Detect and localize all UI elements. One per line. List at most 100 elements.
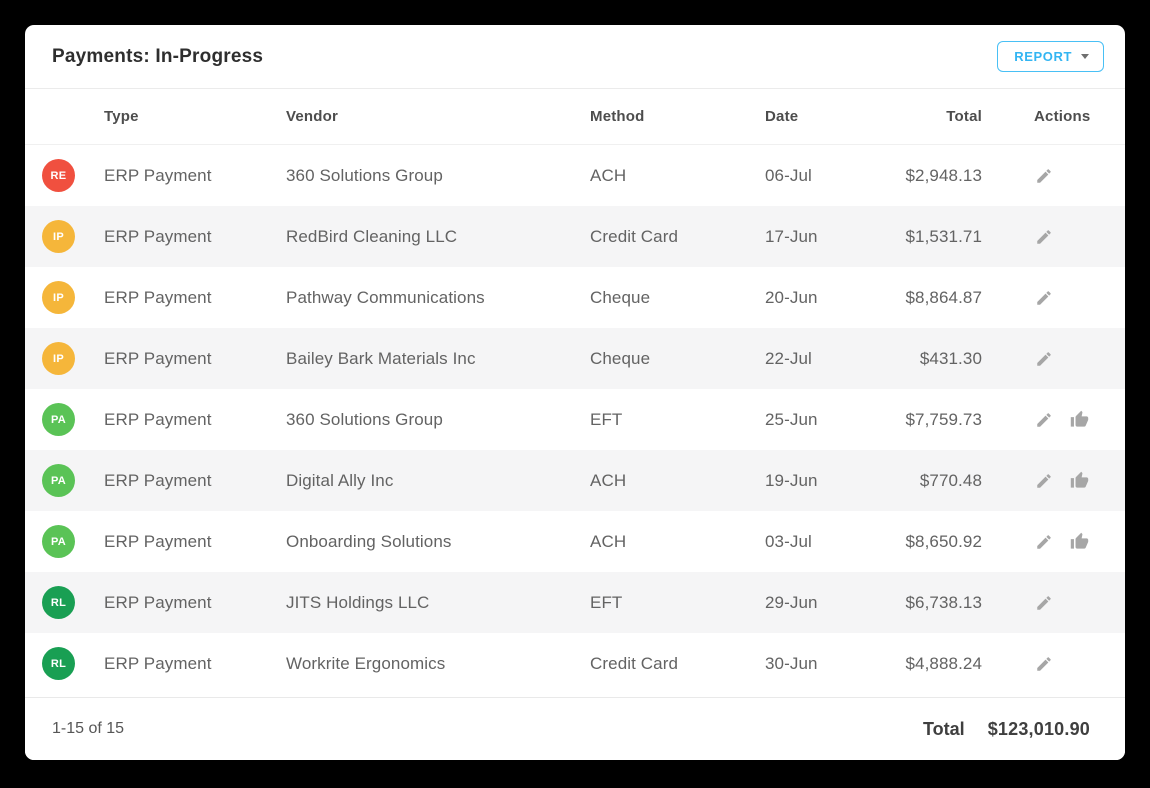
footer-total-value: $123,010.90 <box>987 718 1090 739</box>
total-cell: $8,864.87 <box>905 287 982 307</box>
method-cell: ACH <box>590 470 627 490</box>
table-row[interactable]: IP ERP Payment Pathway Communications Ch… <box>25 267 1125 328</box>
actions-cell <box>982 410 1125 430</box>
table-row[interactable]: IP ERP Payment Bailey Bark Materials Inc… <box>25 328 1125 389</box>
approve-button[interactable] <box>1069 471 1089 491</box>
date-cell: 19-Jun <box>765 470 818 490</box>
table-body: RE ERP Payment 360 Solutions Group ACH 0… <box>25 145 1125 697</box>
date-cell: 25-Jun <box>765 409 818 429</box>
edit-button[interactable] <box>1034 410 1054 430</box>
column-header-type: Type <box>104 108 139 125</box>
date-cell: 03-Jul <box>765 531 812 551</box>
vendor-cell: Digital Ally Inc <box>286 470 394 490</box>
date-cell: 29-Jun <box>765 592 818 612</box>
vendor-cell: 360 Solutions Group <box>286 165 443 185</box>
status-badge: IP <box>42 342 75 375</box>
type-cell: ERP Payment <box>104 592 212 612</box>
method-cell: EFT <box>590 592 623 612</box>
type-cell: ERP Payment <box>104 226 212 246</box>
payments-card: Payments: In-Progress REPORT Type Vendor… <box>25 25 1125 760</box>
report-button-label: REPORT <box>1014 49 1072 64</box>
title-bar: Payments: In-Progress REPORT <box>25 25 1125 89</box>
table-row[interactable]: PA ERP Payment Digital Ally Inc ACH 19-J… <box>25 450 1125 511</box>
thumbs-up-icon <box>1070 471 1088 488</box>
column-header-actions: Actions <box>1034 108 1091 125</box>
type-cell: ERP Payment <box>104 470 212 490</box>
edit-button[interactable] <box>1034 166 1054 186</box>
method-cell: Cheque <box>590 287 651 307</box>
vendor-cell: RedBird Cleaning LLC <box>286 226 458 246</box>
edit-button[interactable] <box>1034 532 1054 552</box>
type-cell: ERP Payment <box>104 409 212 429</box>
footer-total: Total $123,010.90 <box>923 719 1090 740</box>
edit-button[interactable] <box>1034 349 1054 369</box>
pencil-icon <box>1037 656 1051 671</box>
approve-button[interactable] <box>1069 410 1089 430</box>
total-cell: $770.48 <box>919 470 982 490</box>
total-cell: $2,948.13 <box>905 165 982 185</box>
pencil-icon <box>1037 290 1051 305</box>
status-badge: IP <box>42 220 75 253</box>
actions-cell <box>982 288 1125 308</box>
column-header-total: Total <box>946 108 982 125</box>
column-header-vendor: Vendor <box>286 108 339 125</box>
thumbs-up-icon <box>1070 532 1088 549</box>
date-cell: 20-Jun <box>765 287 818 307</box>
status-badge: PA <box>42 525 75 558</box>
method-cell: EFT <box>590 409 623 429</box>
total-cell: $7,759.73 <box>905 409 982 429</box>
pencil-icon <box>1037 229 1051 244</box>
table-header-row: Type Vendor Method Date Total Actions <box>25 89 1125 145</box>
edit-button[interactable] <box>1034 654 1054 674</box>
method-cell: Credit Card <box>590 226 679 246</box>
status-badge: PA <box>42 403 75 436</box>
total-cell: $431.30 <box>919 348 982 368</box>
status-badge: IP <box>42 281 75 314</box>
table-row[interactable]: PA ERP Payment 360 Solutions Group EFT 2… <box>25 389 1125 450</box>
pencil-icon <box>1037 534 1051 549</box>
method-cell: Cheque <box>590 348 651 368</box>
approve-button[interactable] <box>1069 532 1089 552</box>
edit-button[interactable] <box>1034 593 1054 613</box>
pencil-icon <box>1037 595 1051 610</box>
actions-cell <box>982 166 1125 186</box>
column-header-date: Date <box>765 108 799 125</box>
thumbs-up-icon <box>1070 410 1088 427</box>
report-button[interactable]: REPORT <box>997 41 1104 72</box>
vendor-cell: Workrite Ergonomics <box>286 653 446 673</box>
pencil-icon <box>1037 168 1051 183</box>
actions-cell <box>982 471 1125 491</box>
status-badge: RE <box>42 159 75 192</box>
date-cell: 22-Jul <box>765 348 812 368</box>
status-badge: RL <box>42 647 75 680</box>
vendor-cell: JITS Holdings LLC <box>286 592 430 612</box>
pencil-icon <box>1037 473 1051 488</box>
actions-cell <box>982 349 1125 369</box>
date-cell: 30-Jun <box>765 653 818 673</box>
total-cell: $1,531.71 <box>905 226 982 246</box>
method-cell: ACH <box>590 531 627 551</box>
edit-button[interactable] <box>1034 227 1054 247</box>
method-cell: ACH <box>590 165 627 185</box>
vendor-cell: 360 Solutions Group <box>286 409 443 429</box>
pagination-range: 1-15 of 15 <box>52 720 125 737</box>
actions-cell <box>982 593 1125 613</box>
table-row[interactable]: RL ERP Payment Workrite Ergonomics Credi… <box>25 633 1125 694</box>
total-cell: $6,738.13 <box>905 592 982 612</box>
column-header-method: Method <box>590 108 645 125</box>
actions-cell <box>982 227 1125 247</box>
type-cell: ERP Payment <box>104 653 212 673</box>
method-cell: Credit Card <box>590 653 679 673</box>
actions-cell <box>982 654 1125 674</box>
table-row[interactable]: PA ERP Payment Onboarding Solutions ACH … <box>25 511 1125 572</box>
pencil-icon <box>1037 412 1051 427</box>
table-row[interactable]: RL ERP Payment JITS Holdings LLC EFT 29-… <box>25 572 1125 633</box>
type-cell: ERP Payment <box>104 348 212 368</box>
table-row[interactable]: RE ERP Payment 360 Solutions Group ACH 0… <box>25 145 1125 206</box>
pencil-icon <box>1037 351 1051 366</box>
total-cell: $8,650.92 <box>905 531 982 551</box>
edit-button[interactable] <box>1034 288 1054 308</box>
table-row[interactable]: IP ERP Payment RedBird Cleaning LLC Cred… <box>25 206 1125 267</box>
edit-button[interactable] <box>1034 471 1054 491</box>
actions-cell <box>982 532 1125 552</box>
